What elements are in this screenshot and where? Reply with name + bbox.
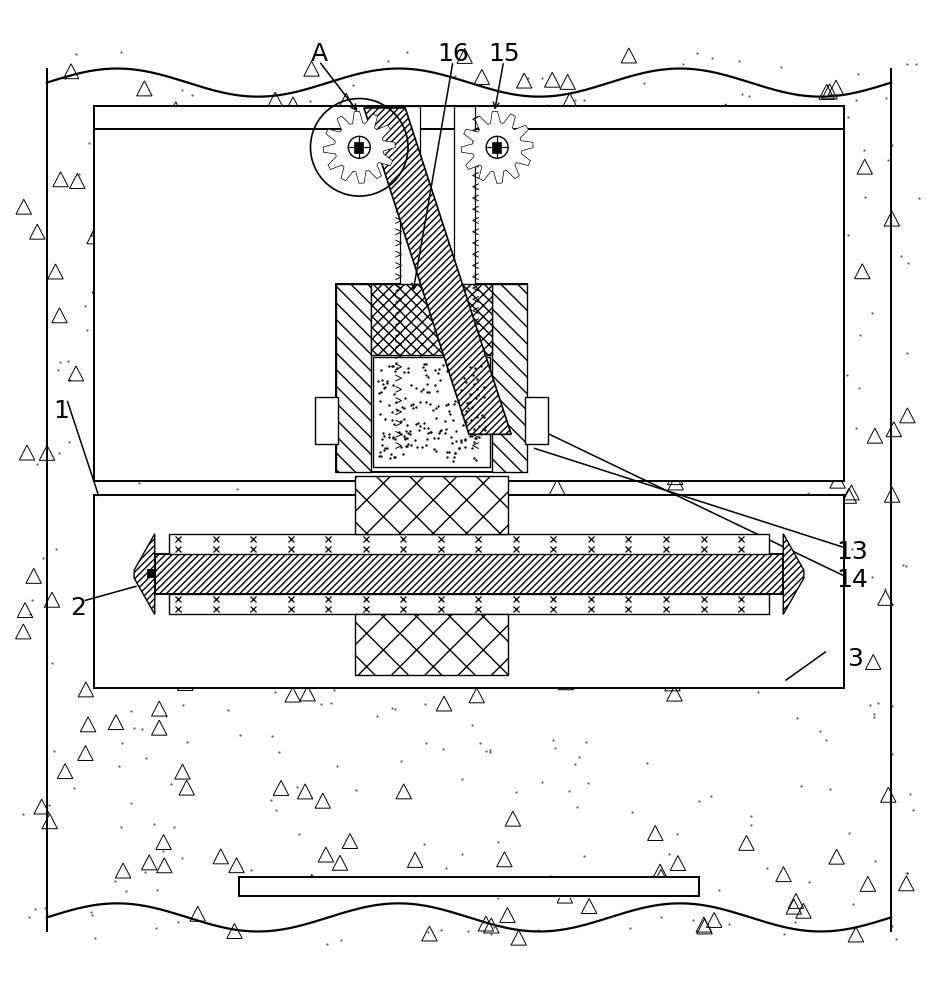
Bar (235, 881, 703, 898)
Polygon shape (380, 495, 483, 610)
Polygon shape (461, 112, 533, 183)
Bar (371, 284, 492, 355)
Circle shape (348, 136, 371, 158)
Polygon shape (324, 112, 395, 183)
Text: 2: 2 (69, 596, 86, 620)
Polygon shape (324, 112, 395, 183)
Polygon shape (364, 108, 511, 434)
Bar (400, 106, 420, 448)
Text: 16: 16 (437, 42, 469, 66)
Text: 3: 3 (848, 647, 863, 671)
Polygon shape (461, 112, 533, 183)
Bar (525, 397, 548, 444)
Circle shape (486, 136, 508, 158)
Text: 14: 14 (836, 568, 868, 592)
Bar (355, 476, 508, 534)
Bar (94, 495, 844, 688)
Text: 1: 1 (53, 399, 68, 423)
Bar (354, 142, 363, 153)
Bar (155, 554, 783, 594)
Text: A: A (310, 42, 327, 66)
Bar (355, 614, 508, 675)
Bar (315, 397, 338, 444)
Bar (454, 106, 475, 448)
Bar (95, 130, 843, 480)
Bar (492, 142, 501, 153)
Bar (336, 284, 371, 472)
Bar (492, 284, 527, 472)
Polygon shape (783, 534, 804, 614)
Polygon shape (134, 534, 155, 614)
Bar (239, 877, 699, 896)
Bar (95, 496, 843, 687)
Bar (95, 501, 843, 687)
Bar (336, 284, 527, 472)
Bar (94, 129, 844, 481)
Bar (169, 534, 769, 554)
Bar (94, 106, 844, 129)
Bar (169, 594, 769, 614)
Text: 15: 15 (488, 42, 520, 66)
Bar (373, 357, 490, 467)
Bar (147, 569, 155, 578)
Text: 13: 13 (836, 540, 868, 564)
